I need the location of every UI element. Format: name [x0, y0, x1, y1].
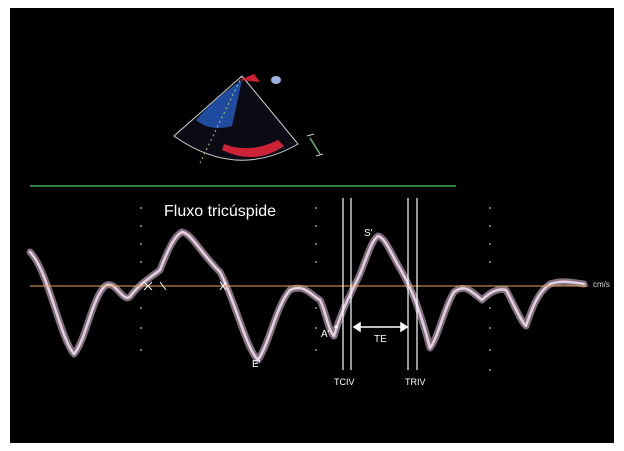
triv-label: TRIV [405, 377, 426, 387]
tciv-label: TCIV [334, 377, 355, 387]
echo-graphics [26, 74, 588, 371]
caliper-marks [143, 281, 227, 291]
te-arrow [352, 321, 409, 333]
time-markers [342, 198, 418, 370]
s-wave-label: S' [364, 228, 373, 239]
sector-red-edge [240, 74, 260, 82]
te-label: TE [374, 334, 387, 345]
doppler-trace [26, 228, 588, 364]
sector-blue-flow [196, 80, 242, 128]
sector-red-flow [222, 140, 284, 158]
sector-fan [173, 75, 299, 161]
a-wave-marker [334, 325, 338, 329]
echo-sector-thumbnail [173, 74, 324, 164]
depth-marker [309, 137, 321, 155]
a-wave-label: A' [321, 329, 330, 340]
plot-title: Fluxo tricúspide [164, 203, 277, 220]
echo-display: Fluxo tricúspide S' A' E' TE TCIV TRIV c… [10, 8, 614, 443]
e-wave-label: E' [252, 359, 261, 370]
velocity-unit-label: cm/s [593, 280, 610, 289]
time-gate-dots [140, 207, 491, 371]
cursor-line [199, 75, 243, 164]
orientation-marker [271, 76, 281, 84]
